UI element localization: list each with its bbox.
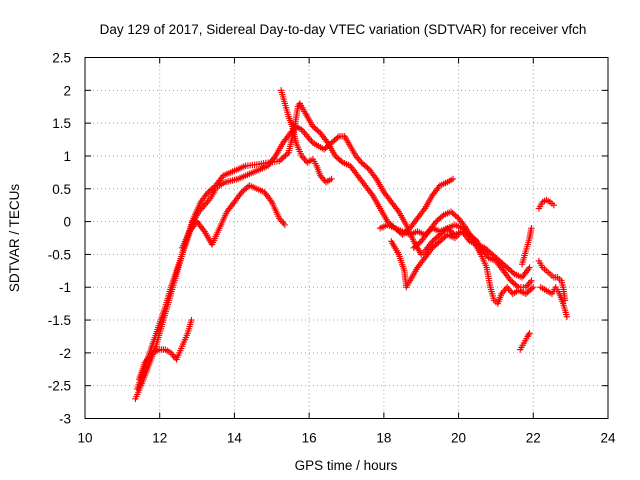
data-point [501, 287, 508, 294]
data-point [280, 220, 287, 227]
data-point [453, 213, 461, 221]
data-point [283, 150, 291, 158]
y-tick-label: 1.5 [52, 116, 71, 131]
x-tick-label: 12 [152, 431, 167, 446]
data-point [550, 201, 558, 209]
series-track-h [410, 208, 537, 307]
data-point [356, 157, 364, 165]
data-point [528, 277, 535, 284]
x-tick-label: 16 [302, 431, 317, 446]
series-track-j [517, 329, 533, 353]
data-point [438, 213, 446, 220]
x-axis-label: GPS time / hours [295, 458, 398, 473]
data-point [455, 231, 462, 238]
data-points [132, 87, 571, 403]
data-point [526, 329, 533, 337]
data-point [449, 175, 457, 183]
data-point [509, 269, 517, 276]
data-point [416, 239, 423, 246]
x-tick-label: 22 [526, 431, 541, 446]
data-point [188, 316, 195, 324]
x-tick-label: 10 [77, 431, 92, 446]
data-point [306, 136, 314, 143]
data-point [278, 218, 286, 225]
data-point [280, 153, 288, 161]
data-point [526, 279, 534, 286]
series-track-d [178, 182, 289, 252]
axes: 10 12 14 16 18 20 22 24 -3 -2.5 -2 -1.5 -1 -0.5 0 0.5 1 1… [48, 51, 616, 446]
y-tick-label: 0 [63, 215, 71, 230]
y-tick-label: -0.5 [48, 247, 71, 262]
series-track-c [135, 316, 195, 383]
plot-frame [84, 57, 609, 419]
x-tick-label: 18 [376, 431, 391, 446]
series-track-e [277, 87, 335, 186]
series-track-l [535, 257, 569, 304]
series-track-g [388, 231, 462, 291]
data-point [277, 156, 285, 163]
data-point [513, 282, 521, 290]
data-point [315, 128, 323, 135]
data-point [528, 224, 535, 232]
data-point [364, 164, 371, 171]
data-point [301, 129, 308, 137]
x-tick-label: 20 [451, 431, 466, 446]
data-point [170, 352, 177, 360]
data-point [204, 198, 211, 206]
data-point [563, 313, 571, 320]
data-point [302, 131, 310, 138]
series-track-a [132, 100, 533, 403]
data-point [328, 175, 335, 183]
y-tick-label: -1 [59, 280, 71, 295]
data-point [505, 285, 512, 293]
data-point [525, 280, 532, 288]
data-point [503, 284, 511, 291]
series-track-f [376, 175, 457, 238]
data-point [442, 226, 450, 233]
y-tick-label: -3 [59, 412, 71, 427]
x-tick-label: 14 [227, 431, 243, 446]
data-point [334, 134, 341, 141]
data-point [282, 152, 289, 159]
data-point [281, 221, 289, 229]
data-point [338, 158, 345, 165]
data-point [526, 264, 533, 271]
y-tick-label: -1.5 [48, 313, 71, 328]
y-axis-label: SDTVAR / TECUs [7, 184, 22, 293]
data-point [405, 226, 412, 233]
data-point [524, 282, 531, 289]
data-point [279, 155, 286, 162]
chart-title: Day 129 of 2017, Sidereal Day-to-day VTE… [100, 22, 587, 37]
data-point [276, 158, 283, 165]
series-track-m [537, 284, 571, 320]
y-tick-label: -2.5 [48, 379, 71, 394]
x-tick-label: 24 [600, 431, 616, 446]
y-tick-label: 0.5 [52, 182, 71, 197]
data-point [528, 285, 535, 292]
y-tick-label: 1 [63, 149, 71, 164]
y-tick-label: 2.5 [52, 51, 71, 66]
data-point [355, 156, 362, 163]
series-track-k [535, 196, 558, 212]
data-point [530, 284, 537, 291]
data-point [305, 134, 312, 142]
series-track-i [518, 224, 535, 268]
series-track-b [134, 123, 535, 393]
y-tick-label: 2 [63, 83, 71, 98]
y-tick-label: -2 [59, 346, 71, 361]
